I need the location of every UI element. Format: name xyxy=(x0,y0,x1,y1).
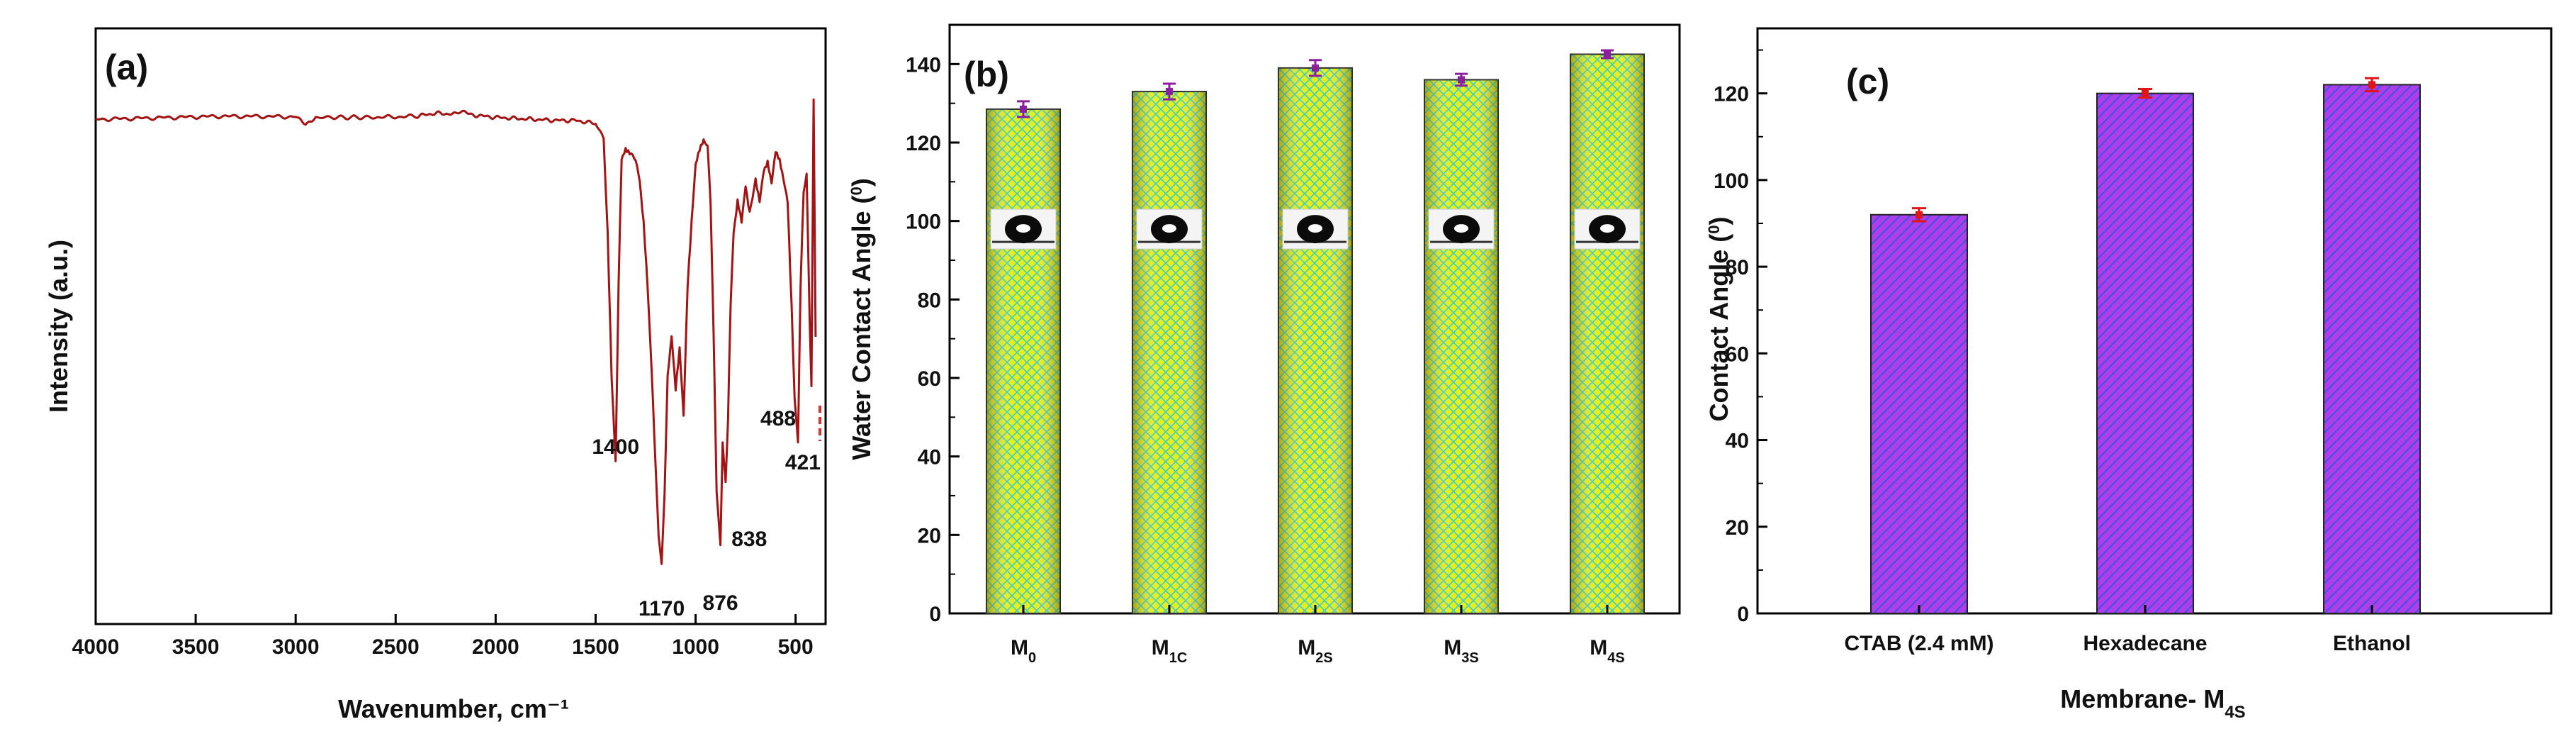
panel-b-mean-marker xyxy=(1166,88,1173,96)
panel-c-label: (c) xyxy=(1846,62,1889,101)
panel-b-y-axis-title: Water Contact Angle (0) xyxy=(847,178,876,460)
peak-label-488: 488 xyxy=(760,407,796,430)
panel-b-mean-marker xyxy=(1020,105,1027,113)
panel-a-x-tick-label: 2000 xyxy=(472,635,519,659)
panel-b-y-tick-label: 80 xyxy=(918,289,941,312)
panel-c-bar xyxy=(1870,213,1968,614)
panel-b-y-tick-label: 140 xyxy=(906,53,941,77)
peak-label-1170: 1170 xyxy=(639,597,685,620)
panel-c-mean-marker xyxy=(2368,81,2375,89)
panel-c-bar xyxy=(2323,84,2421,614)
panel-c-mean-marker xyxy=(2142,89,2149,97)
panel-b-mean-marker xyxy=(1604,50,1611,58)
panel-b-y-tick-label: 20 xyxy=(918,524,941,547)
panel-a-x-tick-label: 4000 xyxy=(72,635,120,659)
panel-c-y-tick-label: 80 xyxy=(1726,256,1749,279)
panel-c-category-label: Ethanol xyxy=(2333,632,2411,655)
panel-b-category-label: M0 xyxy=(1011,636,1036,666)
panel-b-mean-marker xyxy=(1458,76,1465,84)
panel-b-category-label: M3S xyxy=(1444,636,1478,666)
panel-c-y-tick-label: 120 xyxy=(1714,83,1749,106)
panel-c-category-label: Hexadecane xyxy=(2083,632,2207,655)
panel-b-y-tick-label: 100 xyxy=(906,211,941,234)
panel-a-ftir-spectrum: (a) 4000 3500 3000 2500 2000 1500 1000 500 1400… xyxy=(44,27,827,723)
peak-label-838: 838 xyxy=(731,528,767,551)
panel-a-x-tick-label: 2500 xyxy=(372,635,420,659)
panel-c-mean-marker xyxy=(1916,211,1923,218)
peak-label-876: 876 xyxy=(703,591,738,615)
panel-c-contact-angle: (c) 0 20 40 60 80 100 120 CTAB (2.4 mM) Hexadec… xyxy=(1704,27,2553,722)
panel-b-bar-shading xyxy=(986,108,1060,613)
panel-b-water-contact-angle: (b) 0 20 40 60 80 100 120 140 M0 M1C M2S M3S M4S Wa… xyxy=(847,23,1681,666)
panel-c-y-axis-title: Contact Angle (0) xyxy=(1704,217,1733,422)
panel-b-bar-shading xyxy=(1424,79,1498,613)
panel-b-category-label: M1C xyxy=(1152,636,1188,666)
panel-a-x-axis-title: Wavenumber, cm⁻¹ xyxy=(338,694,569,723)
droplet-highlight xyxy=(1162,224,1176,233)
peak-label-1400: 1400 xyxy=(592,435,639,459)
panel-b-y-tick-label: 40 xyxy=(918,446,941,469)
panel-b-bar-shading xyxy=(1278,67,1352,613)
panel-a-frame xyxy=(94,27,827,625)
panel-c-y-tick-label: 60 xyxy=(1726,343,1749,366)
panel-c-bar xyxy=(2096,92,2194,614)
panel-b-bar-shading xyxy=(1132,91,1206,614)
panel-b-y-tick-label: 0 xyxy=(929,603,941,626)
panel-a-y-axis-title: Intensity (a.u.) xyxy=(44,240,73,413)
panel-b-category-label: M4S xyxy=(1590,636,1624,666)
ftir-spectrum-line xyxy=(95,98,817,565)
panel-b-mean-marker xyxy=(1312,64,1319,72)
peak-label-421: 421 xyxy=(785,451,821,474)
panel-b-y-tick-label: 120 xyxy=(906,132,941,155)
droplet-highlight xyxy=(1600,224,1614,233)
panel-a-x-tick-label: 500 xyxy=(778,635,814,659)
droplet-highlight xyxy=(1308,224,1322,233)
panel-a-x-tick-label: 1000 xyxy=(672,635,719,659)
panel-c-y-tick-label: 20 xyxy=(1726,516,1749,540)
panel-c-y-tick-label: 0 xyxy=(1737,603,1749,626)
panel-b-bar-shading xyxy=(1570,54,1644,613)
panel-b-label: (b) xyxy=(964,55,1009,94)
panel-c-y-tick-label: 100 xyxy=(1714,169,1749,193)
panel-c-y-tick-label: 40 xyxy=(1726,430,1749,453)
panel-a-label: (a) xyxy=(105,48,148,87)
panel-c-x-axis-title: Membrane- M4S xyxy=(2060,684,2245,722)
droplet-highlight xyxy=(1016,224,1030,233)
droplet-highlight xyxy=(1454,224,1468,233)
panel-a-x-tick-label: 1500 xyxy=(572,635,619,659)
panel-c-category-label: CTAB (2.4 mM) xyxy=(1844,632,1993,655)
panel-a-x-tick-label: 3000 xyxy=(272,635,320,659)
panel-b-category-label: M2S xyxy=(1298,636,1332,666)
panel-b-y-tick-label: 60 xyxy=(918,367,941,391)
panel-a-x-tick-label: 3500 xyxy=(172,635,220,659)
